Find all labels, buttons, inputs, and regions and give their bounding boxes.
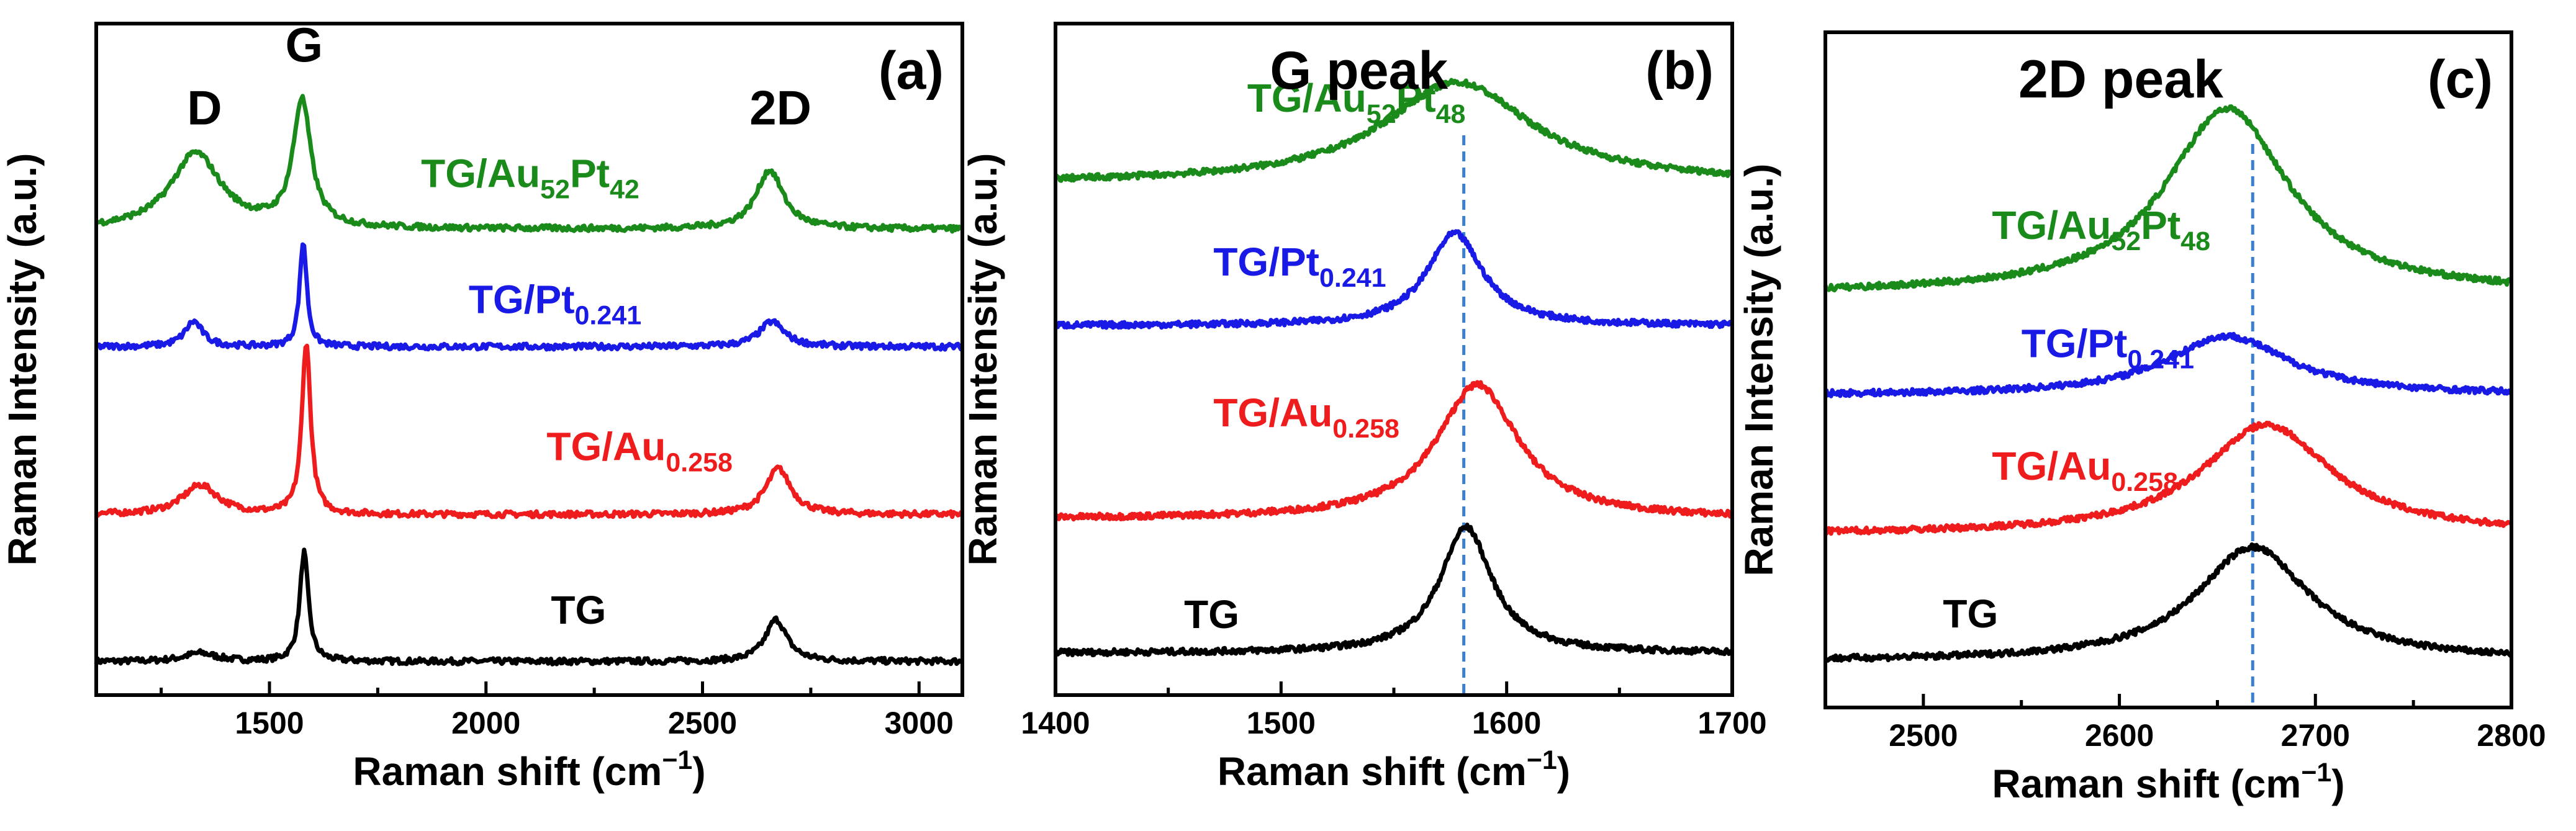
- series-label: TG/Au52Pt48: [1992, 203, 2210, 256]
- series-label: TG/Au0.258: [1213, 390, 1399, 444]
- x-tick-label: 1500: [1247, 706, 1316, 740]
- peak-label: 2D: [749, 80, 811, 135]
- panel-letter: (a): [879, 41, 944, 101]
- panel-letter: (b): [1645, 41, 1714, 101]
- series-line-tg-au52pt42: [95, 94, 964, 234]
- series-line-tg-au0-258: [1054, 380, 1733, 522]
- series-line-tg: [1053, 523, 1735, 658]
- panel-letter: (c): [2428, 50, 2493, 109]
- series-label: TG/Pt0.241: [1213, 240, 1386, 293]
- axes-frame: [1824, 30, 2513, 709]
- y-axis-label: Raman Intensity (a.u.): [0, 153, 45, 566]
- series-label: TG/Pt0.241: [2022, 321, 2194, 375]
- x-tick-label: 1700: [1697, 706, 1766, 740]
- panel-a: TG TG/Au0.258 TG/Pt0.241 TG/Au52Pt42 1500 200…: [0, 17, 965, 794]
- x-tick-label: 2000: [451, 706, 520, 740]
- y-axis-label: Raman Intensity (a.u.): [1737, 164, 1781, 577]
- axes-frame: [94, 22, 964, 697]
- x-tick-label: 1600: [1472, 706, 1541, 740]
- x-tick-label: 3000: [885, 706, 954, 740]
- panel-title: 2D peak: [2018, 50, 2223, 109]
- series-line-tg: [1823, 542, 2513, 663]
- series-line-tg-au52pt48: [1823, 104, 2513, 293]
- panel-b: TG TG/Au0.258 TG/Pt0.241 TG/Au52Pt48 1400 150…: [960, 22, 1767, 794]
- x-tick-label: 2500: [1889, 718, 1958, 753]
- peak-label: G: [285, 17, 323, 72]
- y-axis-label: Raman Intensity (a.u.): [960, 153, 1005, 566]
- x-tick-label: 1500: [235, 706, 304, 740]
- series-label: TG/Pt0.241: [469, 277, 641, 331]
- x-axis-label: Raman shift (cm−1): [1992, 758, 2344, 806]
- series-line-tg: [94, 547, 964, 667]
- panel-title: G peak: [1270, 41, 1448, 101]
- series-label: TG/Au0.258: [546, 424, 733, 477]
- series-line-tg-au0-258: [1823, 420, 2513, 536]
- x-axis-label: Raman shift (cm−1): [1218, 745, 1570, 794]
- peak-label: D: [187, 80, 222, 135]
- series-label: TG/Au52Pt48: [1247, 76, 1466, 129]
- x-tick-label: 2500: [668, 706, 737, 740]
- x-tick-label: 2600: [2085, 718, 2154, 753]
- x-tick-label: 2700: [2281, 718, 2350, 753]
- x-axis-label: Raman shift (cm−1): [353, 745, 705, 794]
- x-tick-label: 1400: [1021, 706, 1090, 740]
- series-label: TG/Au0.258: [1992, 444, 2178, 497]
- series-line-tg-pt0-241: [95, 242, 965, 352]
- series-label: TG/Au52Pt42: [421, 151, 639, 205]
- series-line-tg-pt0-241: [1824, 331, 2513, 398]
- panel-c: TG TG/Au0.258 TG/Pt0.241 TG/Au52Pt48 2500 260…: [1737, 30, 2546, 806]
- x-tick-label: 2800: [2477, 718, 2546, 753]
- series-label: TG: [551, 588, 606, 632]
- series-line-tg-pt0-241: [1054, 229, 1734, 330]
- series-label: TG: [1184, 592, 1239, 637]
- series-line-tg-au0-258: [94, 343, 964, 519]
- series-label: TG: [1943, 591, 1998, 636]
- series-line-tg-au52pt48: [1053, 78, 1734, 183]
